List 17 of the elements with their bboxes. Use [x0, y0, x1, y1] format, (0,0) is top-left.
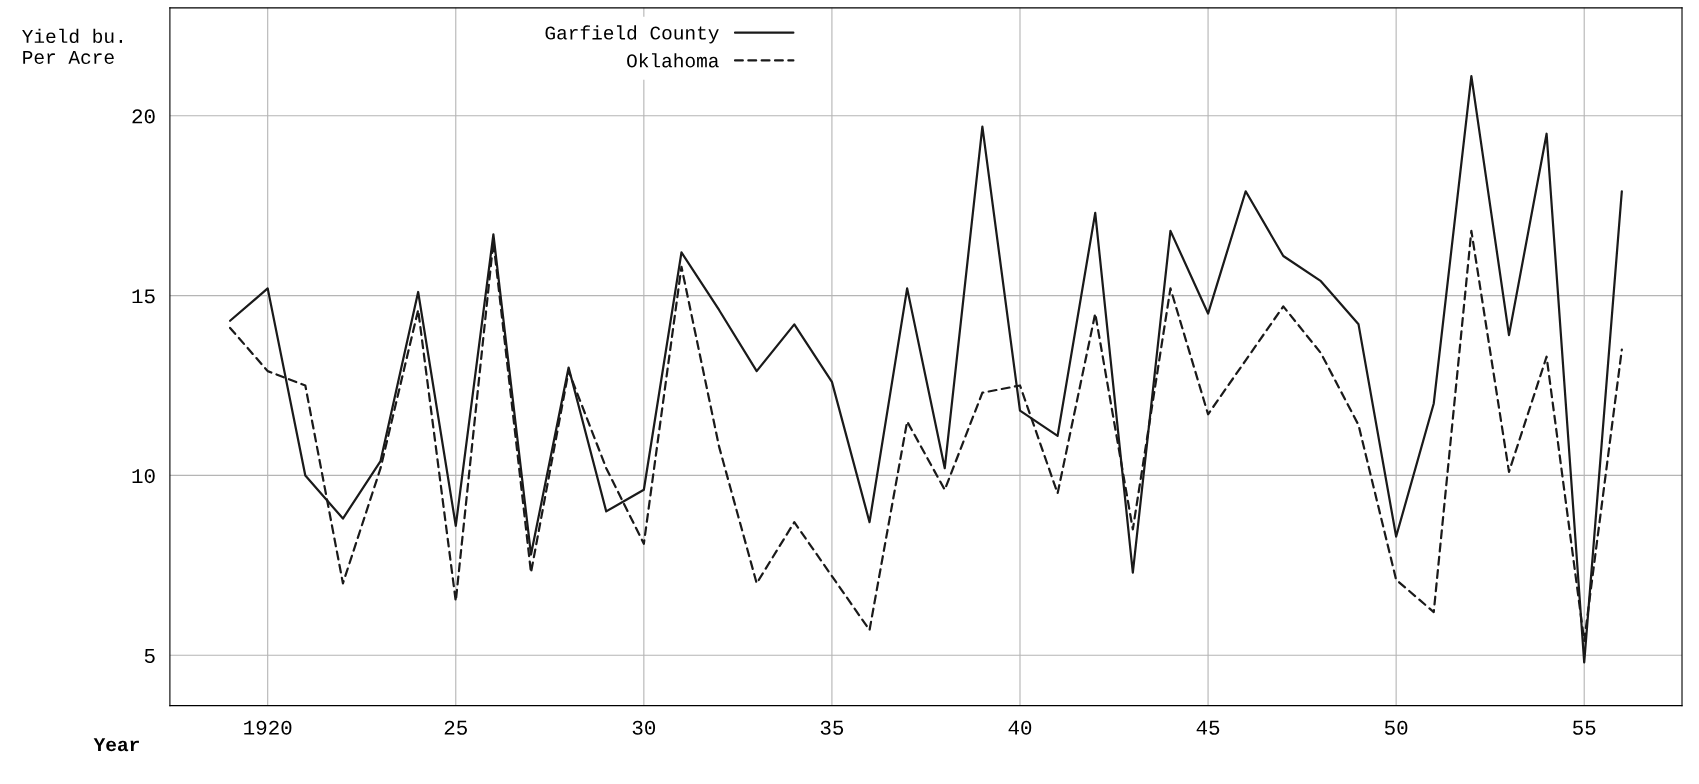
legend-label: Oklahoma	[627, 53, 719, 68]
x-axis-title: Year	[93, 738, 139, 752]
y-tick-label: 15	[132, 289, 155, 304]
x-tick-label: 35	[820, 720, 844, 735]
x-tick-label: 55	[1573, 720, 1596, 735]
y-tick-label: 10	[132, 469, 155, 484]
y-tick-label: 20	[132, 109, 155, 124]
x-tick-label: 40	[1008, 720, 1032, 735]
x-tick-label: 25	[444, 720, 467, 735]
x-tick-label: 1920	[244, 720, 292, 735]
y-axis-title: Yield bu. Per Acre	[22, 28, 122, 64]
legend-label: Garfield County	[545, 25, 719, 44]
x-tick-label: 30	[632, 720, 656, 735]
x-tick-label: 45	[1196, 720, 1220, 735]
line-series	[228, 75, 1623, 664]
y-tick-label: 5	[144, 649, 155, 663]
x-tick-label: 50	[1384, 720, 1408, 735]
